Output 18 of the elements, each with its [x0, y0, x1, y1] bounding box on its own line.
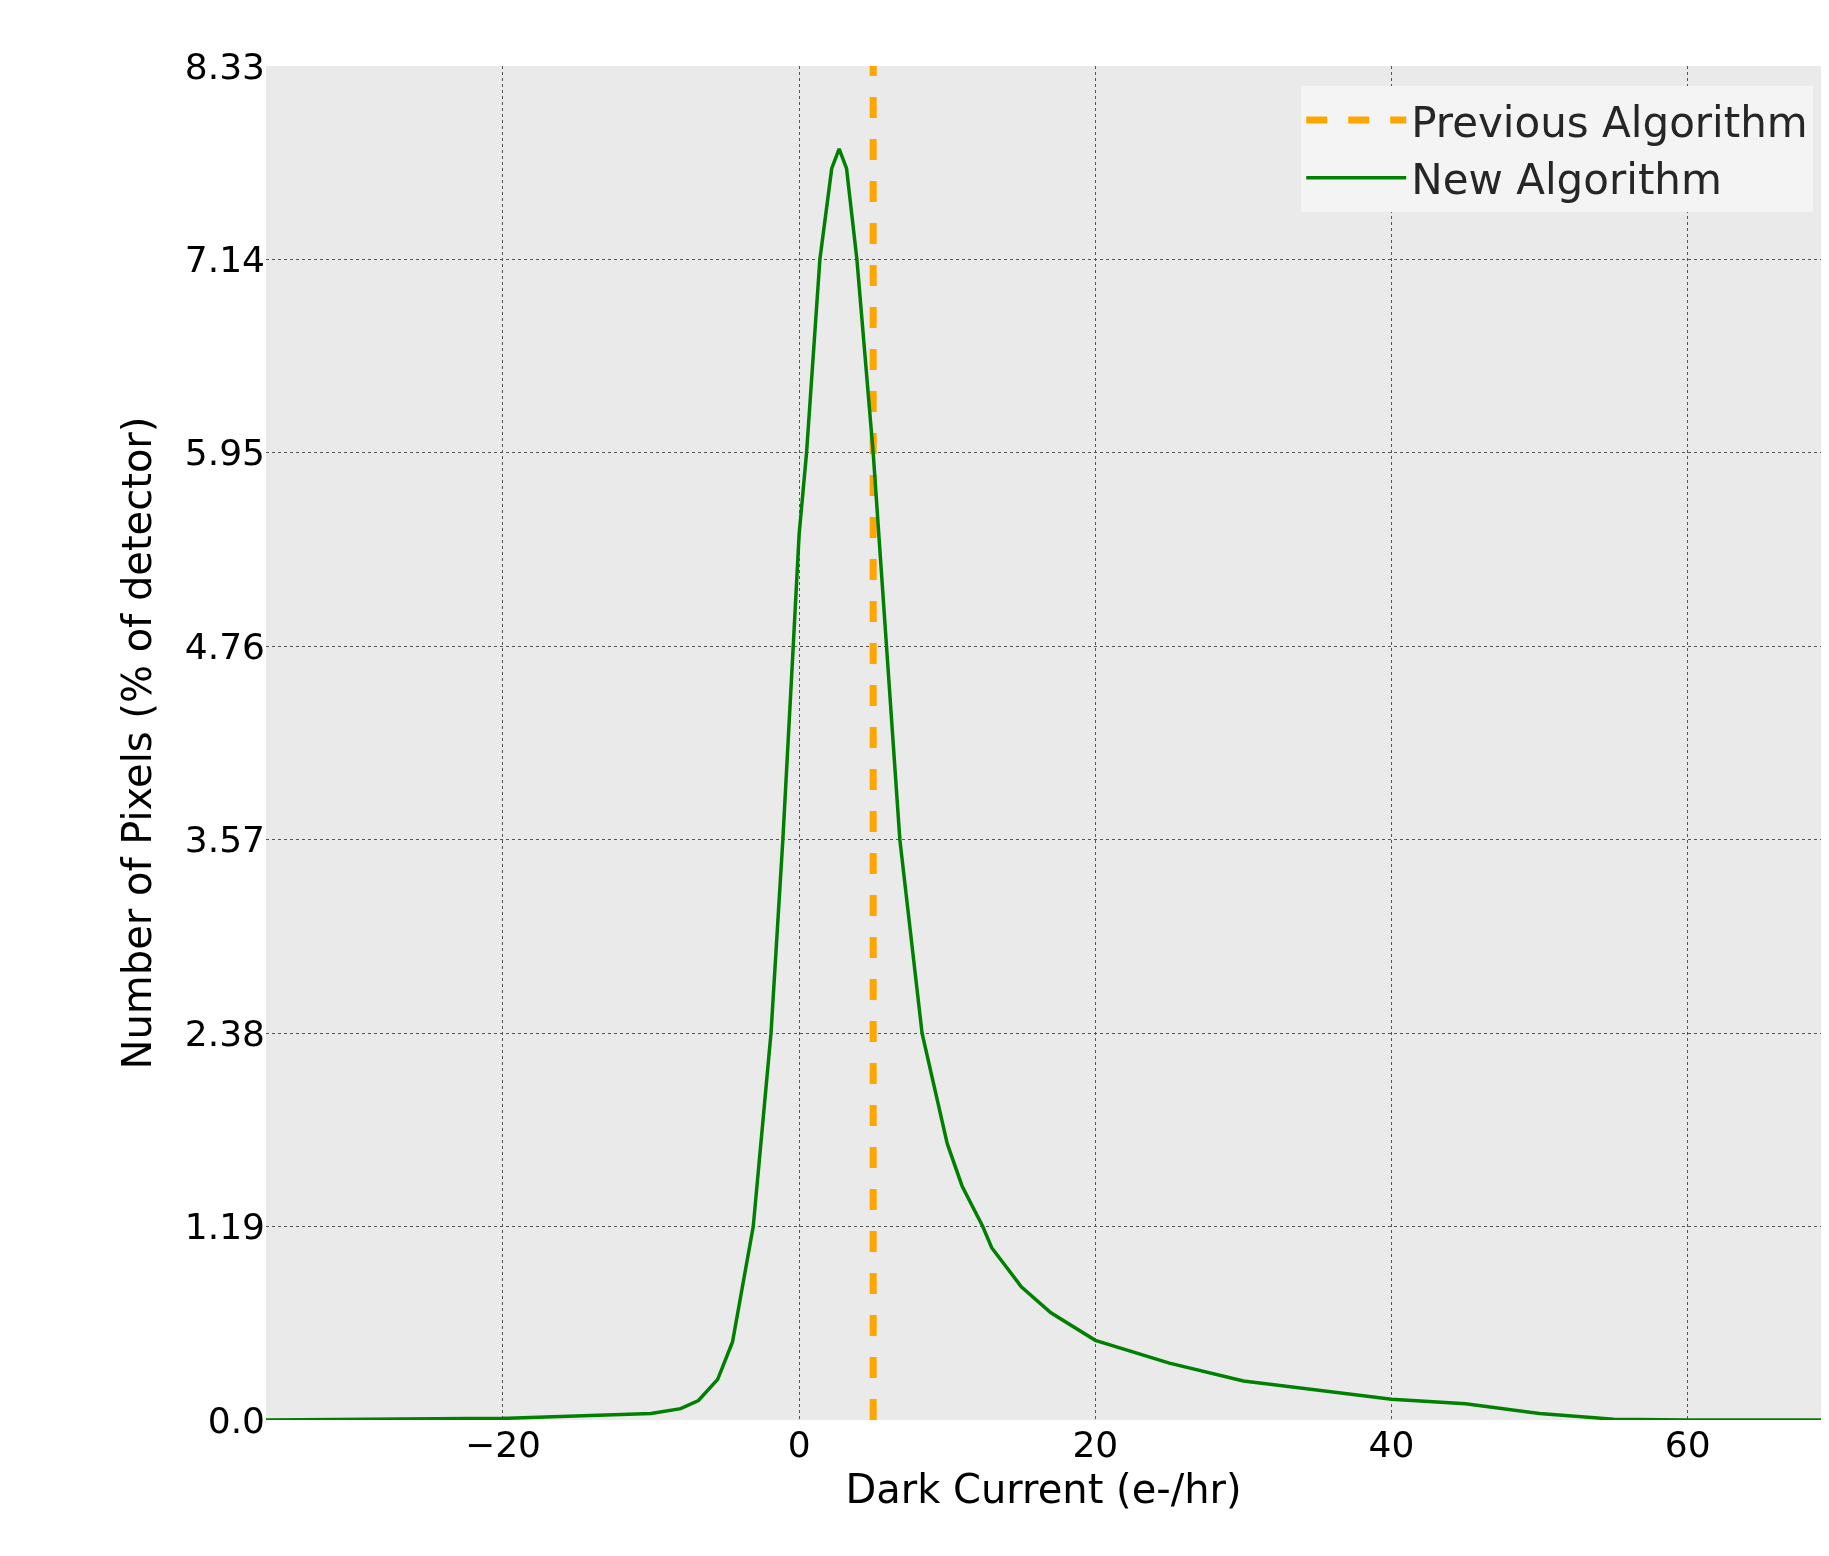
y-tick-label: 0.0 [207, 1399, 265, 1441]
line-series [266, 147, 1821, 1420]
y-tick-label: 5.95 [184, 432, 265, 474]
x-tick-label: 0 [787, 1424, 811, 1465]
legend-label: Previous Algorithm [1411, 97, 1808, 147]
x-axis-title: Dark Current (e-/hr) [845, 1465, 1242, 1512]
legend-label: New Algorithm [1411, 155, 1722, 205]
x-tick-label: 40 [1368, 1424, 1415, 1465]
x-tick-label: −20 [464, 1424, 541, 1465]
y-tick-label: 1.19 [184, 1206, 265, 1248]
y-tick-label: 8.33 [184, 45, 265, 87]
y-tick-label: 2.38 [184, 1012, 265, 1054]
y-tick-label: 4.76 [184, 625, 265, 667]
y-tick-label: 3.57 [184, 819, 265, 861]
y-axis-title: Number of Pixels (% of detector) [114, 416, 161, 1070]
x-tick-label: 60 [1664, 1424, 1711, 1465]
x-tick-label: 20 [1072, 1424, 1119, 1465]
y-tick-label: 7.14 [184, 239, 265, 281]
